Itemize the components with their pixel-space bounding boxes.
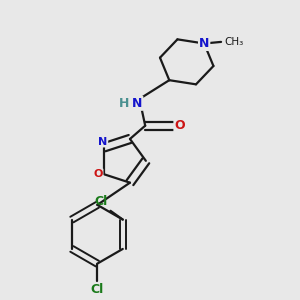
Text: N: N	[132, 97, 142, 110]
Text: Cl: Cl	[91, 283, 104, 296]
Text: CH₃: CH₃	[224, 37, 243, 47]
Text: N: N	[199, 37, 209, 50]
Text: H: H	[119, 97, 130, 110]
Text: Cl: Cl	[95, 195, 108, 208]
Text: O: O	[174, 119, 185, 132]
Text: N: N	[98, 136, 107, 147]
Text: O: O	[93, 169, 103, 179]
